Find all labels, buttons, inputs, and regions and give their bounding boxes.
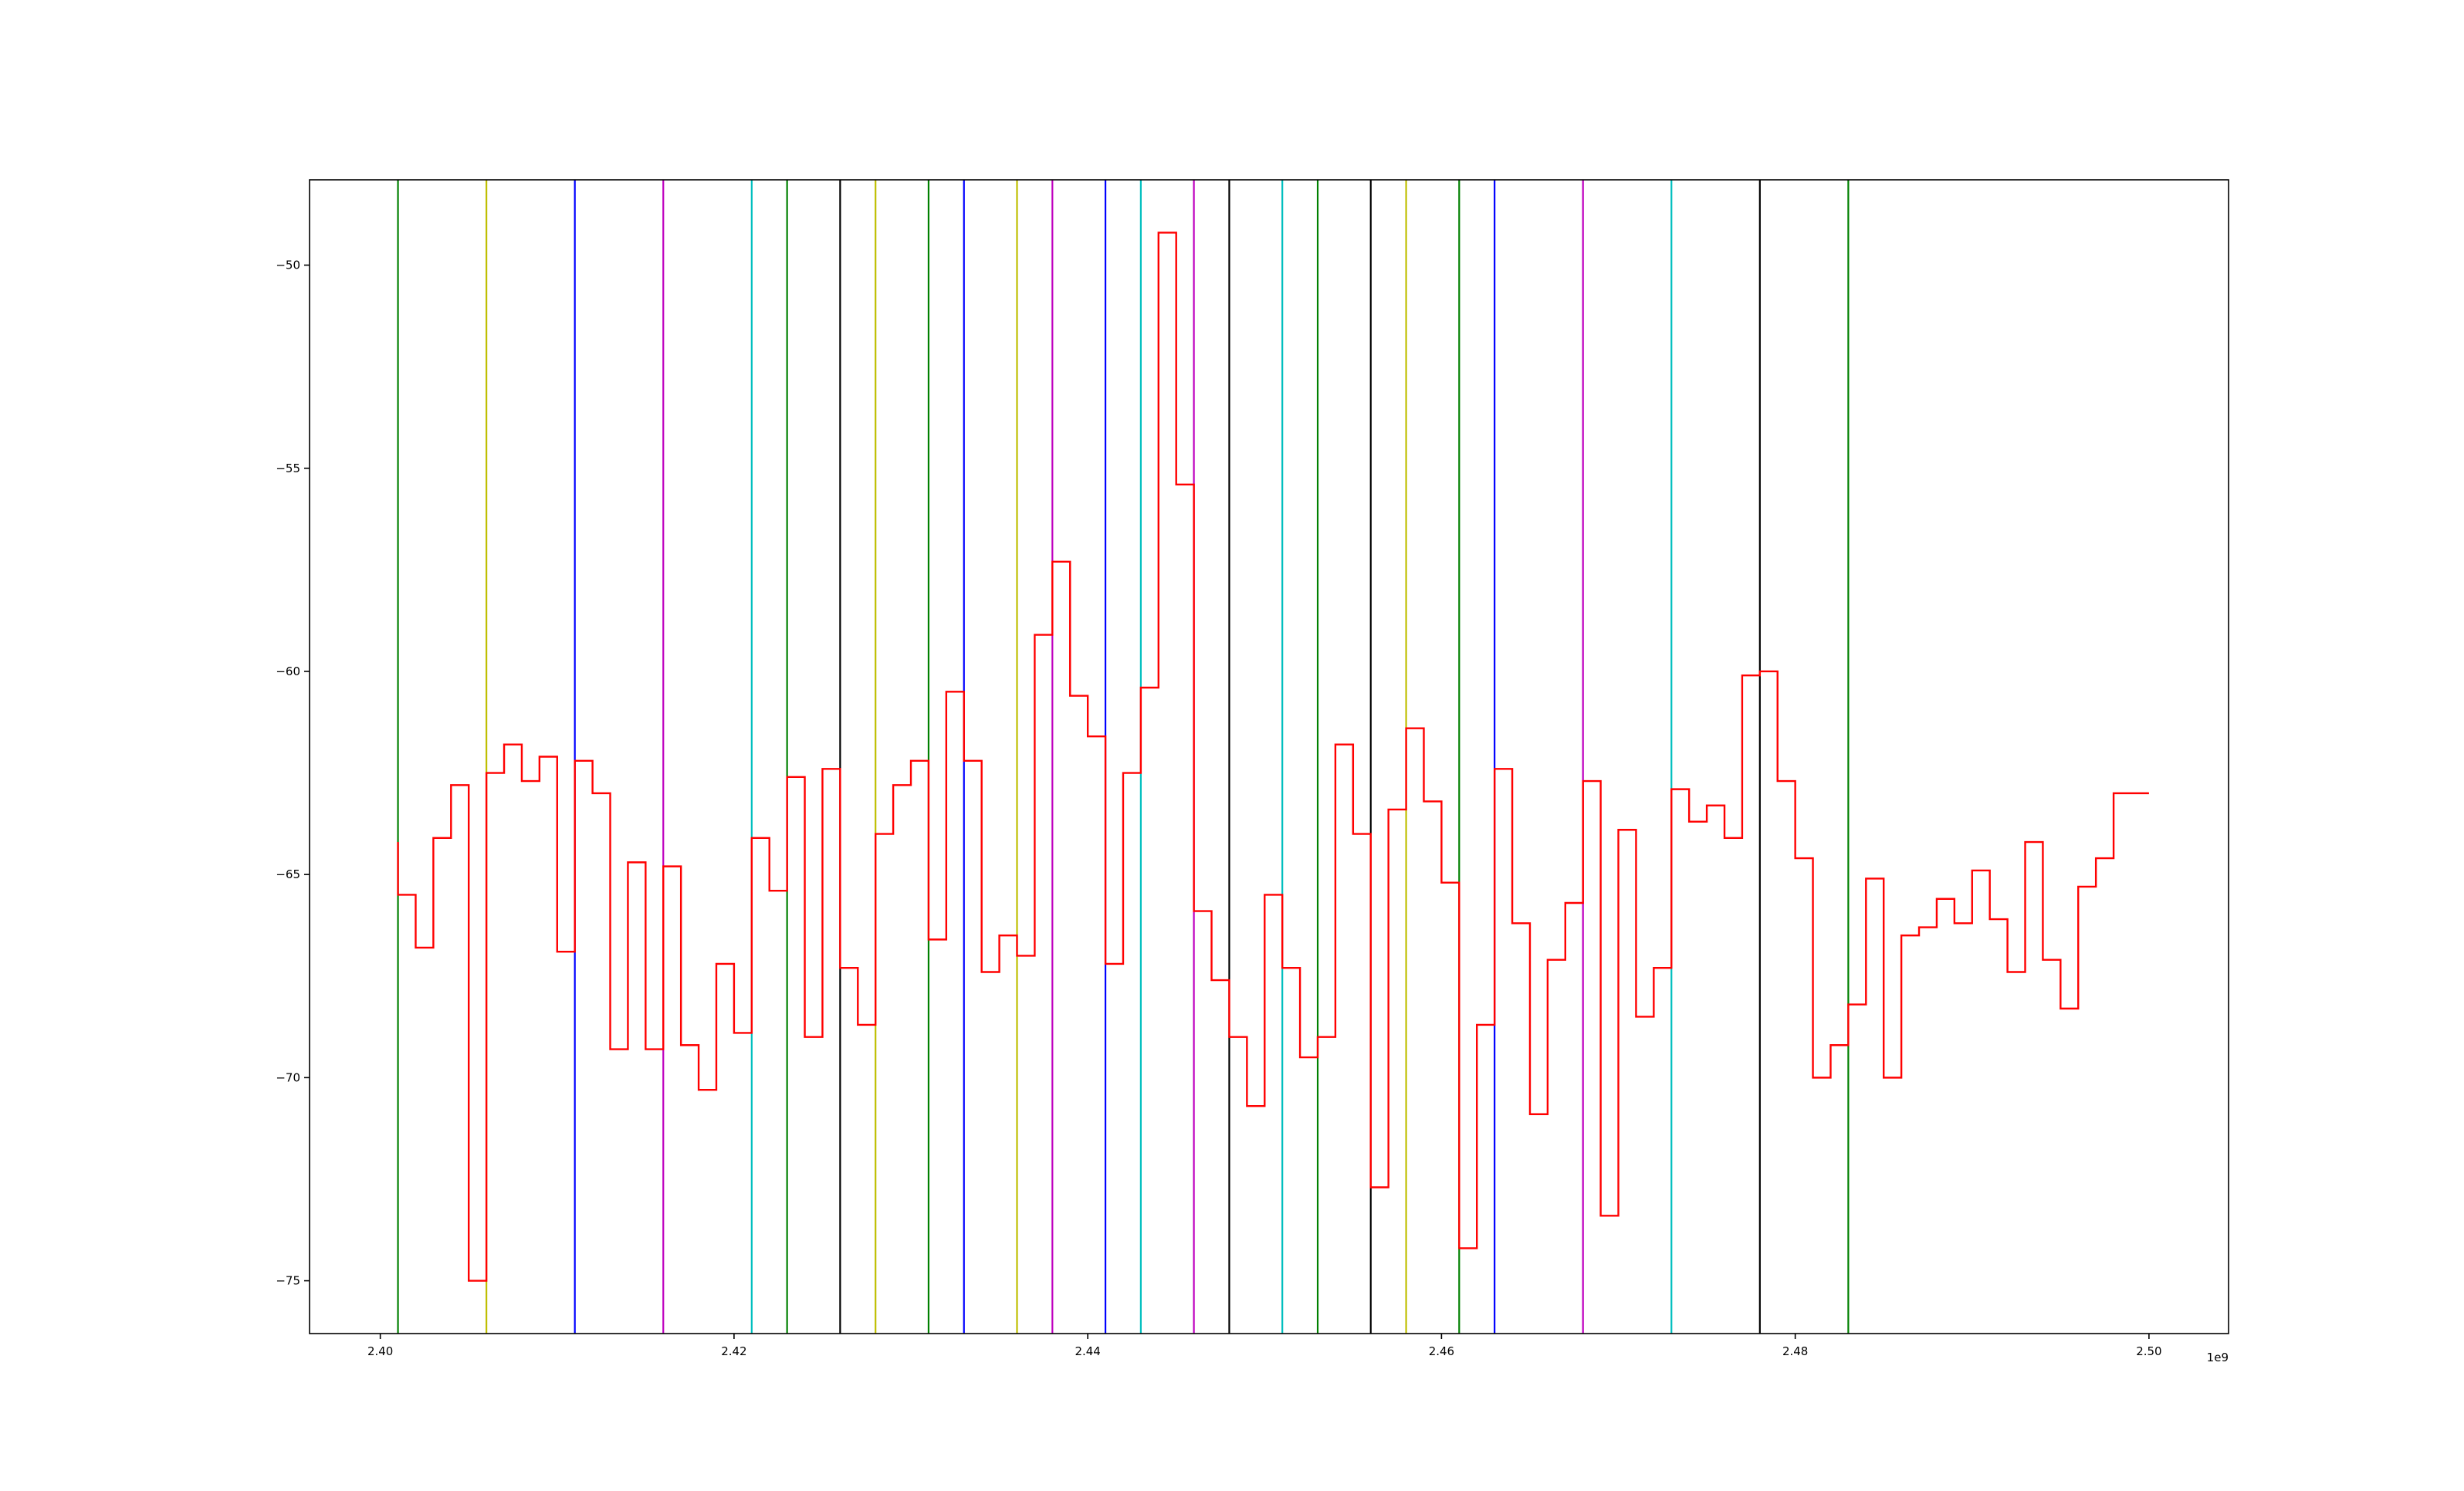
y-tick-label: −55	[276, 462, 300, 475]
x-tick-label: 2.50	[2136, 1344, 2161, 1358]
y-tick-label: −60	[276, 664, 300, 678]
y-axis: −50 −55 −60 −65 −70 −75	[276, 259, 310, 1288]
y-tick-label: −75	[276, 1274, 300, 1288]
y-tick-label: −50	[276, 259, 300, 272]
series-line-0	[397, 232, 2149, 1282]
x-tick-label: 2.46	[1429, 1344, 1454, 1358]
x-offset-label: 1e9	[2207, 1351, 2229, 1364]
plot-frame	[309, 179, 2229, 1334]
y-tick-label: −65	[276, 867, 300, 881]
channel-lines	[397, 180, 1850, 1334]
x-tick-label: 2.48	[1782, 1344, 1808, 1358]
x-axis: 2.40 2.42 2.44 2.46 2.48 2.50	[367, 1334, 2162, 1358]
x-tick-label: 2.40	[367, 1344, 393, 1358]
x-tick-label: 2.42	[721, 1344, 746, 1358]
y-tick-label: −70	[276, 1070, 300, 1084]
series-group	[397, 232, 2149, 1282]
x-tick-label: 2.44	[1075, 1344, 1100, 1358]
